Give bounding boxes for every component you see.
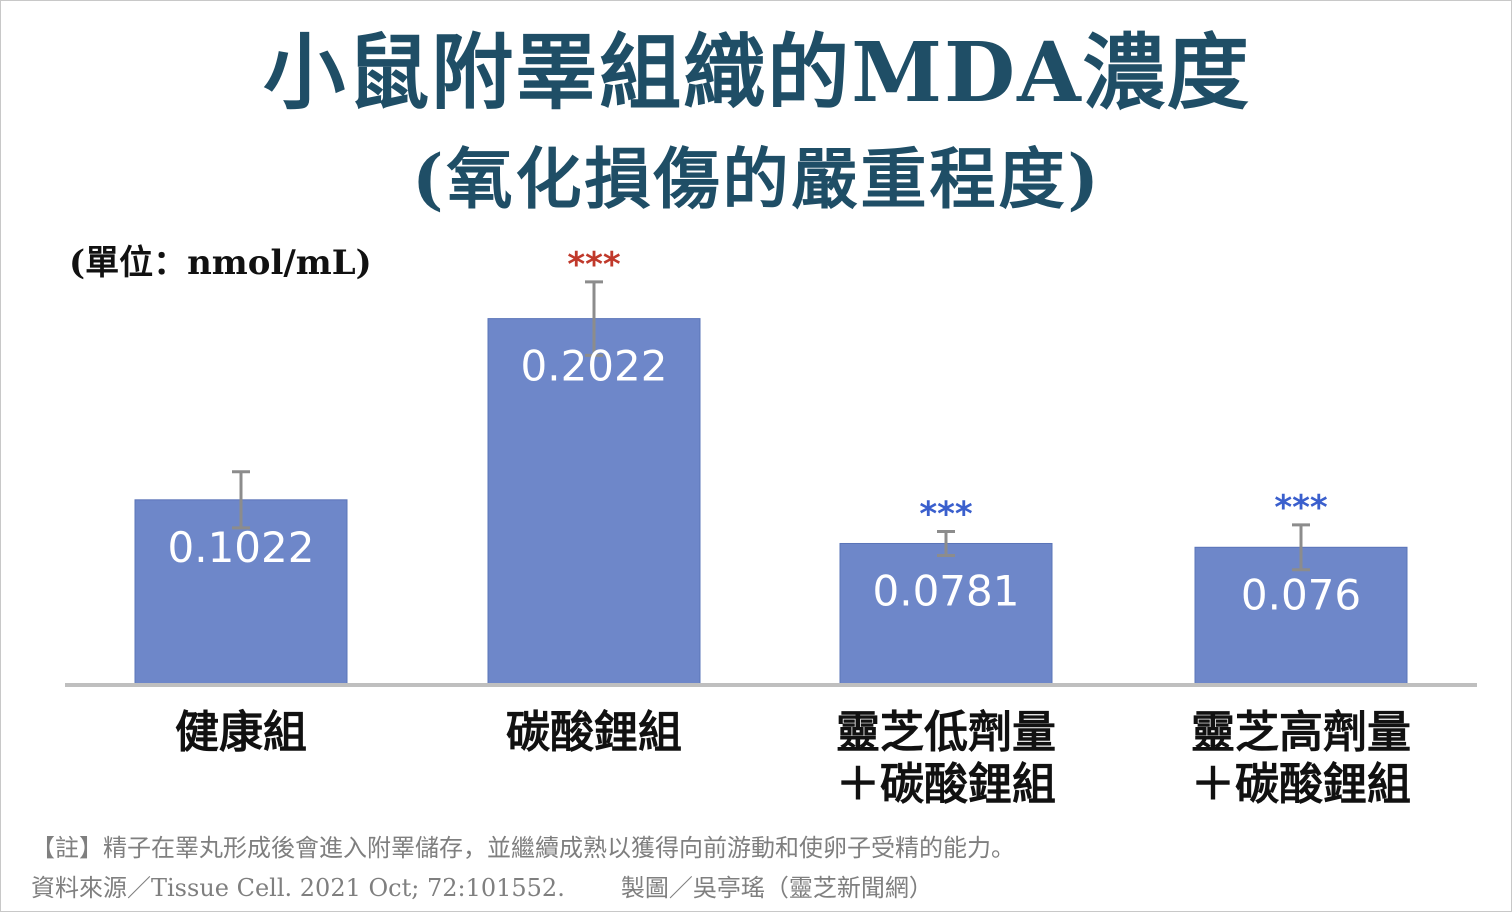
unit-label: (單位：nmol/mL) xyxy=(69,243,372,283)
source-citation: 資料來源／Tissue Cell. 2021 Oct; 72:101552. xyxy=(31,874,565,902)
chart-title: 小鼠附睪組織的MDA濃度 xyxy=(263,25,1251,121)
value-label-2: 0.2022 xyxy=(521,342,668,391)
value-label-1: 0.1022 xyxy=(168,523,315,572)
significance-marker-2: *** xyxy=(567,245,621,285)
significance-marker-4: *** xyxy=(1274,488,1328,528)
category-label-4-line-2: ＋碳酸鋰組 xyxy=(1191,759,1411,810)
chart-subtitle: (氧化損傷的嚴重程度) xyxy=(412,140,1102,218)
significance-marker-3: *** xyxy=(919,495,973,535)
chart-credit: 製圖／吳亭瑤（靈芝新聞網） xyxy=(620,874,933,902)
value-label-4: 0.076 xyxy=(1241,570,1361,619)
footnote: 【註】精子在睪丸形成後會進入附睪儲存，並繼續成熟以獲得向前游動和使卵子受精的能力… xyxy=(31,834,1015,862)
bar-1 xyxy=(134,499,348,686)
category-label-3-line-1: 靈芝低劑量 xyxy=(836,707,1056,758)
bar-2 xyxy=(487,318,701,686)
bar-3 xyxy=(839,542,1053,686)
category-label-4-line-1: 靈芝高劑量 xyxy=(1191,707,1411,758)
category-label-3-line-2: ＋碳酸鋰組 xyxy=(836,759,1056,810)
value-label-3: 0.0781 xyxy=(873,566,1020,615)
source-line: 資料來源／Tissue Cell. 2021 Oct; 72:101552. 製圖… xyxy=(31,873,933,903)
category-label-1: 健康組 xyxy=(175,707,307,758)
category-label-2: 碳酸鋰組 xyxy=(506,707,682,758)
